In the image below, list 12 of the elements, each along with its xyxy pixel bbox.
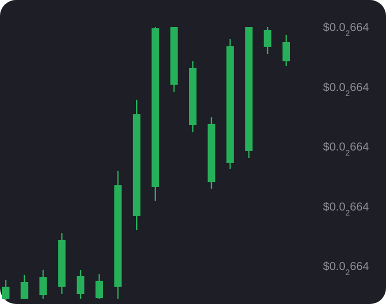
text: $0.0$_{2}$664 xyxy=(323,22,370,38)
text: $0.0$_{2}$664 xyxy=(323,261,370,277)
text: $0.0$_{2}$664 xyxy=(323,142,370,158)
candlestick xyxy=(2,279,10,301)
candlestick xyxy=(264,26,272,55)
candlestick xyxy=(39,269,47,300)
candlestick xyxy=(96,273,103,300)
candlestick xyxy=(20,274,28,300)
candlestick xyxy=(76,269,84,300)
text: $0.0$_{2}$664 xyxy=(323,201,370,217)
candlestick xyxy=(282,34,290,67)
text: $0.0$_{2}$664 xyxy=(323,82,370,98)
